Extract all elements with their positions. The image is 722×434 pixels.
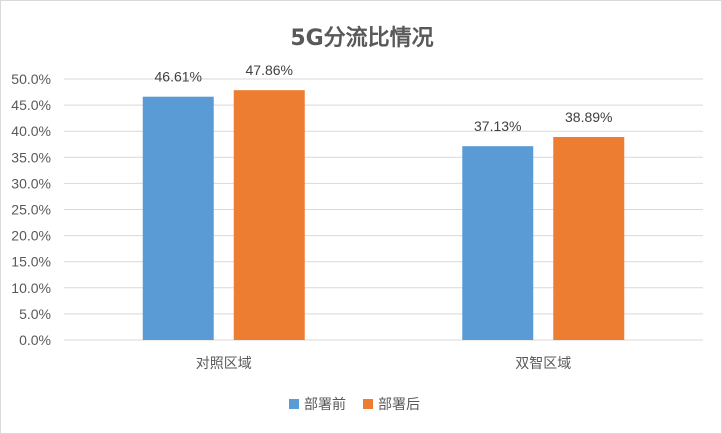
y-tick-label: 10.0% [11, 280, 51, 296]
y-tick-label: 0.0% [19, 332, 51, 348]
y-tick-label: 5.0% [19, 306, 51, 322]
x-category-label: 对照区域 [196, 356, 252, 372]
y-tick-label: 20.0% [11, 228, 51, 244]
y-tick-label: 40.0% [11, 123, 51, 139]
x-axis-categories: 对照区域 双智区域 [196, 356, 572, 372]
legend-swatch [289, 399, 299, 409]
x-category-label: 双智区域 [515, 356, 571, 372]
y-tick-label: 30.0% [11, 175, 51, 191]
y-tick-label: 50.0% [11, 71, 51, 87]
data-labels: 46.61% 47.86% 37.13% 38.89% [155, 62, 613, 134]
bar-before-2 [462, 146, 534, 340]
data-label: 46.61% [155, 69, 202, 85]
data-label: 38.89% [565, 109, 612, 125]
legend-label: 部署后 [378, 397, 420, 413]
y-tick-label: 45.0% [11, 97, 51, 113]
chart-title: 5G分流比情况 [290, 25, 433, 51]
y-tick-label: 35.0% [11, 149, 51, 165]
legend-swatch [363, 399, 373, 409]
y-tick-label: 15.0% [11, 254, 51, 270]
bar-after-2 [553, 136, 625, 340]
legend: 部署前 部署后 [289, 396, 420, 413]
data-label: 37.13% [474, 118, 521, 134]
bar-after-1 [233, 90, 305, 340]
legend-label: 部署前 [304, 396, 346, 413]
data-label: 47.86% [246, 62, 293, 78]
bar-before-1 [142, 96, 214, 340]
y-tick-label: 25.0% [11, 202, 51, 218]
y-axis-ticks: 0.0% 5.0% 10.0% 15.0% 20.0% 25.0% 30.0% 35.0% 40… [11, 71, 51, 348]
bars [142, 90, 625, 340]
